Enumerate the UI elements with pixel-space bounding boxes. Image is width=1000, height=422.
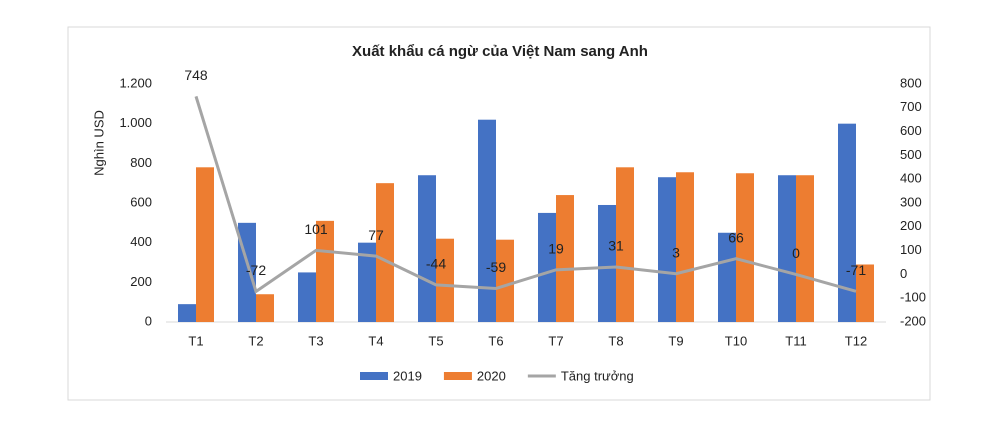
y2-tick-label: 0 — [900, 266, 907, 281]
bar — [418, 175, 436, 322]
bar — [778, 175, 796, 322]
bar — [178, 304, 196, 322]
bar — [256, 294, 274, 322]
line — [194, 95, 857, 294]
data-label: 31 — [608, 238, 624, 254]
y-tick-label: 800 — [130, 155, 152, 170]
y-tick-label: 600 — [130, 194, 152, 209]
x-tick-label: T9 — [668, 333, 683, 348]
data-label: 77 — [368, 227, 384, 243]
bar — [196, 167, 214, 322]
legend-label: 2020 — [477, 368, 506, 383]
legend-label: Tăng trưởng — [561, 368, 634, 383]
legend-swatch — [360, 372, 388, 380]
bar — [298, 272, 316, 322]
y2-tick-label: 100 — [900, 242, 922, 257]
data-label: 66 — [728, 229, 744, 245]
y2-tick-label: 300 — [900, 194, 922, 209]
bar — [538, 212, 556, 322]
x-tick-label: T10 — [725, 333, 747, 348]
y2-tick-label: 200 — [900, 218, 922, 233]
bar — [316, 220, 334, 322]
bar — [838, 123, 856, 323]
bar — [856, 264, 874, 322]
data-label: -71 — [846, 262, 866, 278]
legend-label: 2019 — [393, 368, 422, 383]
x-tick-label: T6 — [488, 333, 503, 348]
x-tick-label: T8 — [608, 333, 623, 348]
x-tick-label: T2 — [248, 333, 263, 348]
bar — [658, 177, 676, 322]
data-label: 101 — [304, 221, 328, 237]
bar — [736, 173, 754, 322]
y-tick-label: 400 — [130, 234, 152, 249]
y2-tick-label: 600 — [900, 123, 922, 138]
y2-tick-label: 800 — [900, 75, 922, 90]
y2-tick-label: -200 — [900, 313, 926, 328]
y2-tick-label: -100 — [900, 290, 926, 305]
y-tick-label: 0 — [145, 313, 152, 328]
data-label: 19 — [548, 241, 564, 257]
data-label: 748 — [184, 67, 208, 83]
y2-tick-label: 500 — [900, 147, 922, 162]
data-label: -59 — [486, 259, 506, 275]
x-tick-label: T5 — [428, 333, 443, 348]
y-tick-label: 1.000 — [119, 115, 152, 130]
y-tick-label: 200 — [130, 274, 152, 289]
bar — [496, 239, 514, 322]
bar — [616, 167, 634, 322]
chart-title: Xuất khẩu cá ngừ của Việt Nam sang Anh — [352, 43, 648, 60]
bar — [358, 242, 376, 322]
x-tick-label: T4 — [368, 333, 383, 348]
x-tick-label: T1 — [188, 333, 203, 348]
bar — [436, 238, 454, 322]
bar — [598, 204, 616, 322]
bar — [556, 195, 574, 322]
bar — [376, 183, 394, 322]
data-label: -44 — [426, 256, 446, 272]
bar — [478, 119, 496, 322]
y-axis-label: Nghìn USD — [91, 110, 106, 176]
data-label: 3 — [672, 244, 680, 260]
y2-tick-label: 400 — [900, 171, 922, 186]
bar — [796, 175, 814, 322]
legend-swatch — [443, 372, 472, 380]
x-tick-label: T11 — [785, 333, 806, 348]
data-label: -72 — [246, 262, 266, 278]
bar — [676, 172, 694, 322]
y2-tick-label: 700 — [900, 99, 922, 114]
bar — [718, 232, 736, 322]
data-label: 0 — [792, 245, 800, 261]
x-tick-label: T7 — [548, 333, 563, 348]
x-tick-label: T3 — [308, 333, 323, 348]
y-tick-label: 1.200 — [119, 75, 152, 90]
x-tick-label: T12 — [845, 333, 867, 348]
